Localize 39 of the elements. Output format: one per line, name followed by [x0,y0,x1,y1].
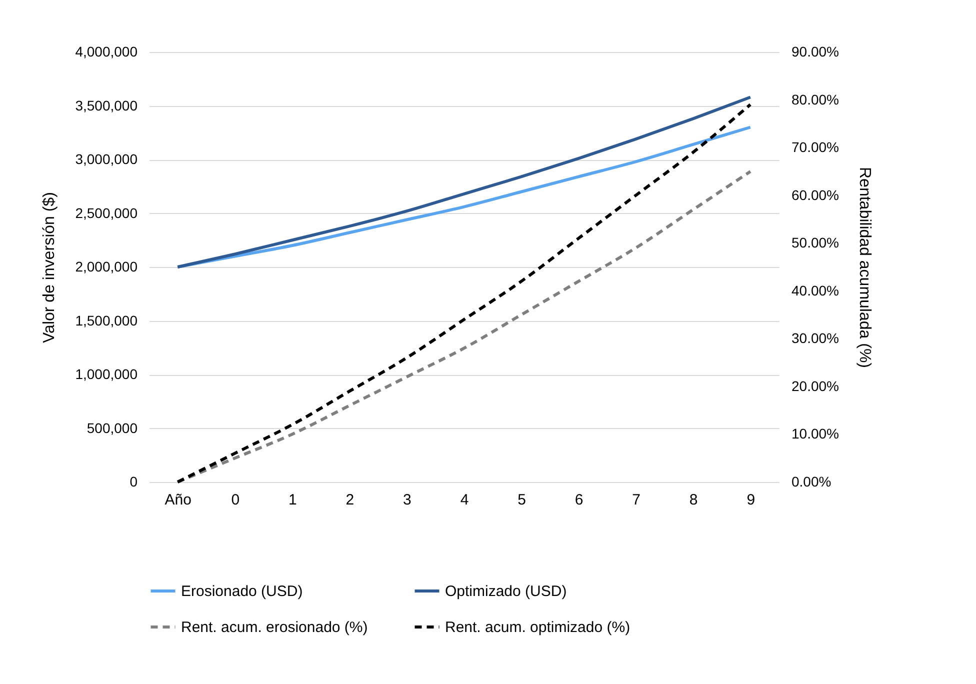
y-tick-label: 4,000,000 [75,44,138,60]
x-tick-label: 2 [346,492,354,508]
y2-axis-title: Rentabilidad acumulada (%) [856,167,873,368]
x-tick-label: 4 [460,492,469,508]
legend-label: Erosionado (USD) [181,583,303,600]
y-tick-label: 3,500,000 [75,97,138,114]
x-tick-label: 9 [746,492,756,508]
y2-tick-label: 60.00% [792,186,839,203]
y-tick-label: 2,000,000 [75,258,138,274]
line-series [176,103,752,484]
y2-tick-label: 10.00% [792,426,839,442]
y-tick-label: 1,500,000 [75,312,138,328]
x-tick-label: 6 [574,492,584,508]
x-tick-label: 8 [689,492,698,508]
x-tick-label: 1 [288,492,297,508]
x-tick-label: 5 [518,492,526,508]
y-tick-label: 500,000 [86,420,138,436]
y2-tick-label: 0.00% [792,474,832,490]
y-tick-label: 2,500,000 [75,204,138,221]
y-tick-label: 1,000,000 [75,366,138,382]
x-tick-label: 0 [231,492,240,508]
x-tick-label: 3 [403,492,412,508]
y2-tick-label: 30.00% [792,330,839,346]
legend-label: Rent. acum. erosionado (%) [181,619,368,636]
x-tick-label: Año [164,492,192,508]
line-series [176,96,752,268]
y2-tick-label: 50.00% [792,234,839,251]
y2-tick-label: 20.00% [792,378,839,394]
y-axis-title: Valor de inversión ($) [41,192,58,343]
y2-tick-label: 40.00% [792,282,839,298]
line-series [176,170,752,484]
y2-tick-label: 80.00% [792,91,839,108]
y-tick-label: 0 [130,474,138,490]
y2-tick-label: 90.00% [792,44,839,60]
y2-tick-label: 70.00% [792,139,839,156]
legend-label: Rent. acum. optimizado (%) [445,619,630,636]
legend-label: Optimizado (USD) [445,583,567,600]
y-tick-label: 3,000,000 [75,151,138,167]
x-tick-label: 7 [632,492,640,508]
